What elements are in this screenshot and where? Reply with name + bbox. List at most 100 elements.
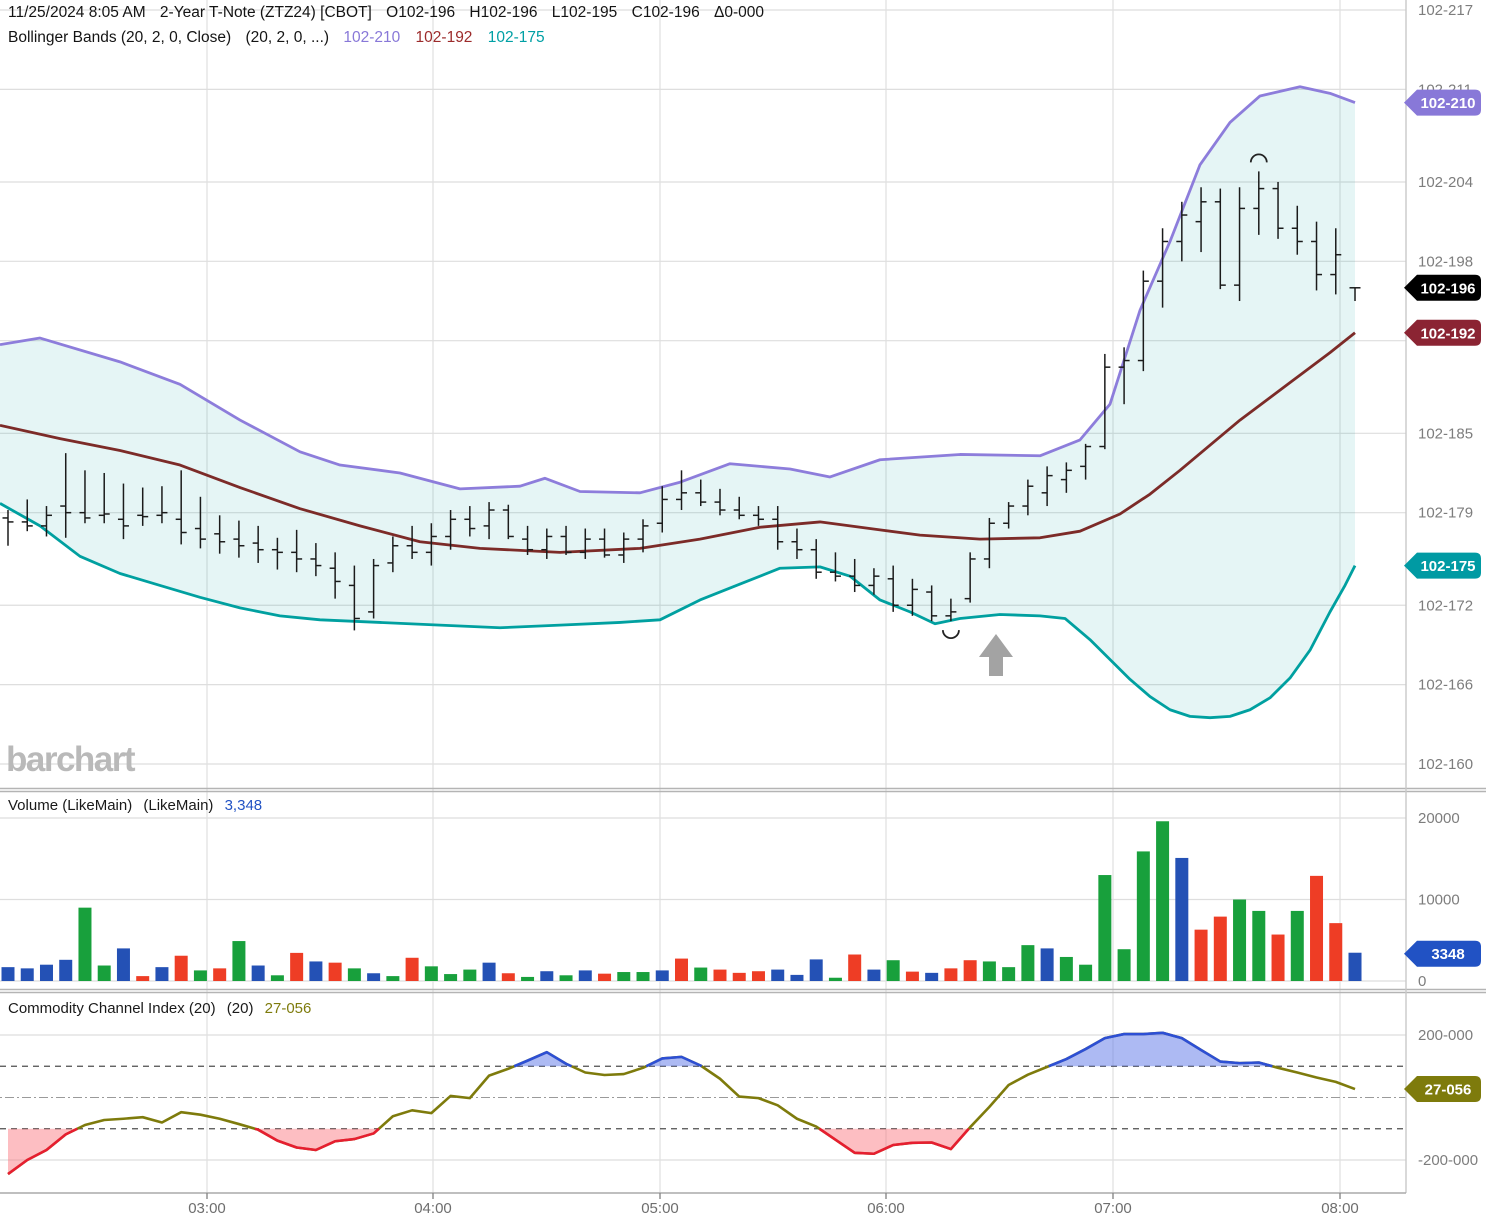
high-point-marker (1249, 153, 1268, 163)
cci-label[interactable]: Commodity Channel Index (20) (8, 1000, 216, 1017)
svg-text:102-166: 102-166 (1418, 677, 1473, 694)
volume-bar (540, 971, 554, 981)
bollinger-lower-value: 102-175 (487, 29, 545, 46)
svg-text:06:00: 06:00 (867, 1200, 905, 1217)
volume-bar (20, 968, 34, 981)
svg-text:102-210: 102-210 (1420, 95, 1475, 112)
axis-badge (1404, 1076, 1481, 1103)
volume-bar (347, 968, 361, 981)
svg-text:102-192: 102-192 (1420, 325, 1475, 342)
volume-bar (270, 975, 284, 981)
volume-bar (232, 941, 246, 981)
volume-bar (578, 970, 592, 981)
volume-bar (598, 973, 612, 981)
volume-bar (905, 971, 919, 981)
cci-legend[interactable]: Commodity Channel Index (20) (20) 27-056 (8, 1000, 318, 1017)
volume-params: (LikeMain) (143, 797, 214, 814)
header-datetime: 11/25/2024 8:05 AM (8, 4, 146, 21)
volume-bar (694, 967, 708, 981)
volume-legend[interactable]: Volume (LikeMain) (LikeMain) 3,348 (8, 797, 269, 814)
volume-bar (617, 972, 631, 981)
volume-bar (174, 955, 188, 981)
cci-current-value: 27-056 (264, 1000, 312, 1017)
svg-text:10000: 10000 (1418, 892, 1460, 909)
volume-bar (655, 970, 669, 981)
gridlines (0, 0, 1406, 1193)
volume-bar (463, 969, 477, 981)
volume-bar (405, 957, 419, 981)
svg-text:04:00: 04:00 (414, 1200, 452, 1217)
volume-label[interactable]: Volume (LikeMain) (8, 797, 133, 814)
svg-text:3348: 3348 (1431, 946, 1464, 963)
volume-bar (1002, 967, 1016, 981)
svg-text:27-056: 27-056 (1425, 1082, 1472, 1099)
volume-bar (1, 967, 15, 981)
volume-bar (1233, 899, 1247, 981)
header-high: H102-196 (469, 4, 538, 21)
volume-bar (828, 977, 842, 981)
volume-bar (116, 948, 130, 981)
bollinger-legend[interactable]: Bollinger Bands (20, 2, 0, Close) (20, 2… (8, 29, 556, 47)
volume-bar (97, 965, 111, 981)
svg-text:102-185: 102-185 (1418, 425, 1473, 442)
svg-text:102-175: 102-175 (1420, 558, 1475, 575)
volume-bar (251, 965, 265, 981)
bollinger-label[interactable]: Bollinger Bands (20, 2, 0, Close) (8, 29, 232, 46)
axis-badge (1404, 319, 1481, 346)
volume-bar (944, 968, 958, 981)
svg-text:-200-000: -200-000 (1418, 1152, 1478, 1169)
volume-bar (925, 972, 939, 981)
volume-bar (1194, 929, 1208, 981)
volume-bar (309, 961, 323, 981)
volume-bar (78, 907, 92, 981)
volume-bar (1136, 851, 1150, 981)
svg-text:20000: 20000 (1418, 810, 1460, 827)
volume-bar (290, 952, 304, 981)
volume-bar (1329, 923, 1343, 981)
volume-bar (328, 962, 342, 981)
volume-bar (386, 976, 400, 981)
volume-bar (982, 961, 996, 981)
volume-bar (559, 975, 573, 981)
axes (0, 0, 1486, 1199)
volume-bars (1, 821, 1362, 981)
volume-bar (713, 969, 727, 981)
volume-bar (1040, 948, 1054, 981)
volume-bar (424, 966, 438, 981)
volume-bar (193, 970, 207, 981)
volume-bar (675, 958, 689, 981)
up-arrow-icon (979, 634, 1013, 676)
volume-bar (1021, 945, 1035, 981)
volume-bar (155, 967, 169, 981)
volume-bar (1290, 910, 1304, 981)
annotations (942, 153, 1268, 676)
volume-bar (213, 968, 227, 981)
cci-panel (0, 1031, 1406, 1176)
svg-text:0: 0 (1418, 973, 1426, 990)
volume-bar (1310, 875, 1324, 981)
header-instrument: 2-Year T-Note (ZTZ24) [CBOT] (159, 4, 372, 21)
volume-bar (1348, 952, 1362, 981)
axis-badges: 102-210 102-196 102-192 102-175 3348 27-056 (1404, 89, 1481, 1103)
svg-text:03:00: 03:00 (188, 1200, 226, 1217)
svg-text:200-000: 200-000 (1418, 1027, 1473, 1044)
volume-bar (963, 960, 977, 981)
volume-bar (848, 954, 862, 981)
volume-bar (521, 976, 535, 981)
chart-header: 11/25/2024 8:05 AM 2-Year T-Note (ZTZ24)… (8, 4, 774, 22)
ohlc-bars (2, 171, 1361, 631)
volume-bar (886, 960, 900, 981)
header-low: L102-195 (551, 4, 618, 21)
volume-bar (367, 973, 381, 981)
volume-bar (1175, 857, 1189, 981)
volume-bar (771, 969, 785, 981)
volume-current-value: 3,348 (224, 797, 263, 814)
axis-badge (1404, 274, 1481, 301)
volume-bar (482, 962, 496, 981)
volume-bar (636, 972, 650, 981)
volume-bar (1252, 910, 1266, 981)
svg-text:08:00: 08:00 (1321, 1200, 1359, 1217)
volume-bar (1059, 956, 1073, 981)
volume-bar (809, 959, 823, 981)
